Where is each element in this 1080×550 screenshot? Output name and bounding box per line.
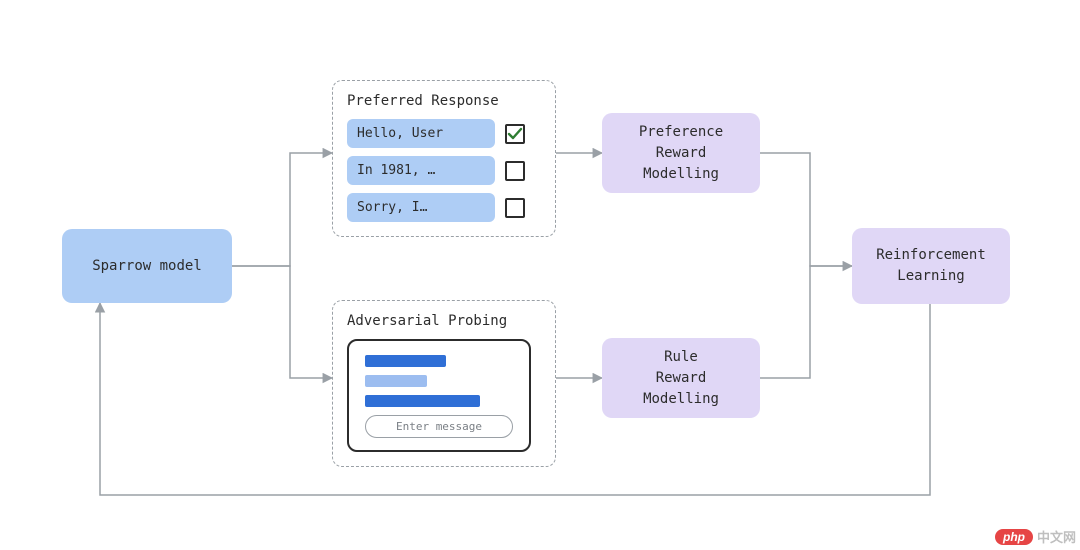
response-option: Sorry, I… [347, 193, 495, 222]
chat-message-bar [365, 395, 480, 407]
response-row: Sorry, I… [347, 193, 541, 222]
node-label: Reinforcement Learning [876, 245, 986, 287]
group-preferred-response: Preferred Response Hello, User In 1981, … [332, 80, 556, 237]
chat-card: Enter message [347, 339, 531, 452]
node-sparrow-model: Sparrow model [62, 229, 232, 303]
watermark: php 中文网 [995, 527, 1076, 546]
group-adversarial-probing: Adversarial Probing Enter message [332, 300, 556, 467]
response-option: Hello, User [347, 119, 495, 148]
chat-message-bar [365, 375, 427, 387]
checkbox-checked-icon [505, 124, 525, 144]
watermark-text: 中文网 [1037, 527, 1076, 546]
node-reinforcement-learning: Reinforcement Learning [852, 228, 1010, 304]
node-label: Rule Reward Modelling [643, 347, 719, 410]
node-rule-reward: Rule Reward Modelling [602, 338, 760, 418]
node-label: Sparrow model [92, 256, 202, 277]
chat-input-placeholder: Enter message [365, 415, 513, 438]
response-row: In 1981, … [347, 156, 541, 185]
node-label: Preference Reward Modelling [639, 122, 723, 185]
response-row: Hello, User [347, 119, 541, 148]
watermark-pill: php [995, 529, 1033, 545]
node-preference-reward: Preference Reward Modelling [602, 113, 760, 193]
chat-message-bar [365, 355, 446, 367]
checkbox-empty-icon [505, 198, 525, 218]
group-title: Adversarial Probing [347, 313, 541, 329]
checkbox-empty-icon [505, 161, 525, 181]
response-option: In 1981, … [347, 156, 495, 185]
group-title: Preferred Response [347, 93, 541, 109]
